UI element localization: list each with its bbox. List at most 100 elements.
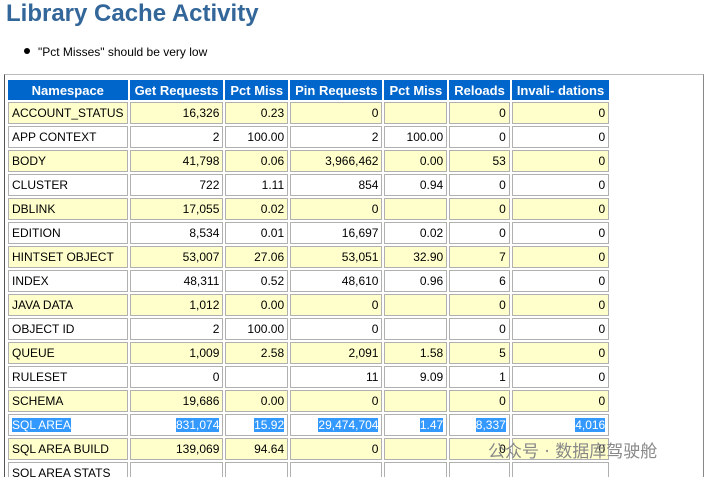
cell-text: 0 <box>499 130 506 144</box>
cell-text: 0 <box>598 274 606 288</box>
value-cell: 854 <box>290 174 383 196</box>
value-cell: 722 <box>129 174 224 196</box>
table-row: OBJECT ID 2 100.00 0 0 0 <box>8 318 610 340</box>
cell-text: CLUSTER <box>12 178 69 192</box>
value-cell: 7 <box>449 246 510 268</box>
value-cell: 0.94 <box>384 174 448 196</box>
cell-text: 0.96 <box>419 274 444 288</box>
cell-text: 0 <box>598 322 606 336</box>
namespace-cell: OBJECT ID <box>8 318 128 340</box>
cell-text: 0 <box>598 106 606 120</box>
bullet-note: "Pct Misses" should be very low <box>23 45 208 59</box>
cell-text: 15.92 <box>254 418 285 432</box>
table-row: ACCOUNT_STATUS 16,326 0.23 0 0 0 <box>8 102 610 124</box>
value-cell: 27.06 <box>225 246 289 268</box>
cell-text: 0 <box>499 394 506 408</box>
cell-text: 0.01 <box>260 226 285 240</box>
value-cell: 3,966,462 <box>290 150 383 172</box>
cell-text: ACCOUNT_STATUS <box>12 106 124 120</box>
value-cell <box>290 462 383 477</box>
value-cell: 0 <box>290 198 383 220</box>
table-row: BODY 41,798 0.06 3,966,462 0.00 53 0 <box>8 150 610 172</box>
value-cell: 0 <box>129 366 224 388</box>
cell-text: 100.00 <box>247 130 285 144</box>
value-cell: 53,007 <box>129 246 224 268</box>
cell-text: 53,051 <box>341 250 379 264</box>
value-cell: 0 <box>511 270 610 292</box>
cell-text: 1.11 <box>261 178 285 192</box>
table-row: INDEX 48,311 0.52 48,610 0.96 6 0 <box>8 270 610 292</box>
value-cell: 0 <box>511 342 610 364</box>
cell-text: 9.09 <box>419 370 444 384</box>
namespace-cell: ACCOUNT_STATUS <box>8 102 128 124</box>
cell-text: 7 <box>499 250 506 264</box>
cell-text: 19,686 <box>182 394 220 408</box>
header-row: Namespace Get Requests Pct Miss Pin Request… <box>8 80 610 100</box>
cell-text: 0.02 <box>419 226 444 240</box>
value-cell: 0 <box>511 198 610 220</box>
cell-text: 0 <box>371 106 379 120</box>
value-cell: 831,074 <box>129 414 224 436</box>
cell-text: 0.06 <box>260 154 285 168</box>
value-cell <box>384 102 448 124</box>
cell-text: 16,697 <box>341 226 379 240</box>
namespace-cell: SQL AREA STATS <box>8 462 128 477</box>
value-cell: 1.47 <box>384 414 448 436</box>
column-header: Pct Miss <box>384 80 448 100</box>
value-cell: 94.64 <box>225 438 289 460</box>
cell-text: 4,016 <box>575 418 606 432</box>
value-cell: 0.02 <box>384 222 448 244</box>
value-cell <box>384 438 448 460</box>
cell-text: 2 <box>371 130 379 144</box>
value-cell: 0.00 <box>225 294 289 316</box>
value-cell: 0 <box>511 366 610 388</box>
value-cell: 0 <box>449 222 510 244</box>
value-cell: 0 <box>511 102 610 124</box>
cell-text: 2.58 <box>260 346 285 360</box>
value-cell <box>511 462 610 477</box>
column-header: Pin Requests <box>290 80 383 100</box>
cell-text: 0.00 <box>260 394 285 408</box>
value-cell: 100.00 <box>384 126 448 148</box>
value-cell: 0 <box>449 294 510 316</box>
table-row: QUEUE 1,009 2.58 2,091 1.58 5 0 <box>8 342 610 364</box>
cell-text: 41,798 <box>182 154 220 168</box>
cell-text: 2 <box>212 130 220 144</box>
value-cell: 0 <box>449 390 510 412</box>
cell-text: HINTSET OBJECT <box>12 250 114 264</box>
value-cell: 0.52 <box>225 270 289 292</box>
value-cell <box>225 366 289 388</box>
value-cell: 100.00 <box>225 318 289 340</box>
namespace-cell: QUEUE <box>8 342 128 364</box>
value-cell: 0 <box>511 150 610 172</box>
cell-text: 0 <box>598 394 606 408</box>
value-cell: 53 <box>449 150 510 172</box>
cell-text: 0.52 <box>260 274 285 288</box>
cell-text: 16,326 <box>182 106 220 120</box>
cell-text: 27.06 <box>254 250 285 264</box>
namespace-cell: RULESET <box>8 366 128 388</box>
value-cell: 53,051 <box>290 246 383 268</box>
cell-text: BODY <box>12 154 47 168</box>
title: Library Cache Activity <box>6 0 259 27</box>
table-row: APP CONTEXT 2 100.00 2 100.00 0 0 <box>8 126 610 148</box>
value-cell: 1,009 <box>129 342 224 364</box>
cell-text: 5 <box>499 346 506 360</box>
column-header: Reloads <box>449 80 510 100</box>
cell-text: 0 <box>499 298 506 312</box>
value-cell <box>129 462 224 477</box>
value-cell: 0 <box>511 222 610 244</box>
namespace-cell: DBLINK <box>8 198 128 220</box>
table-row: RULESET 0 11 9.09 1 0 <box>8 366 610 388</box>
cell-text: DBLINK <box>12 202 56 216</box>
cell-text: 100.00 <box>247 322 285 336</box>
cell-text: 0 <box>371 394 379 408</box>
value-cell: 2 <box>290 126 383 148</box>
value-cell: 0 <box>290 390 383 412</box>
cell-text: 32.90 <box>413 250 444 264</box>
value-cell: 16,697 <box>290 222 383 244</box>
value-cell: 0.23 <box>225 102 289 124</box>
value-cell: 16,326 <box>129 102 224 124</box>
frame <box>4 74 704 477</box>
